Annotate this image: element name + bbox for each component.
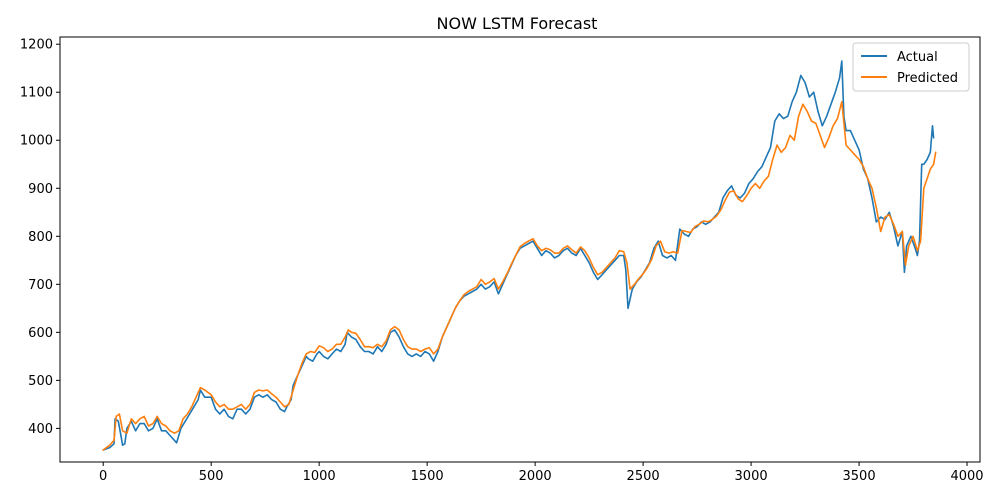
y-tick-label: 500	[28, 374, 53, 389]
y-tick-label: 1200	[20, 38, 53, 53]
legend-label-predicted: Predicted	[897, 71, 958, 86]
x-tick-label: 3000	[735, 469, 768, 484]
y-tick-label: 700	[28, 278, 53, 293]
y-tick-label: 800	[28, 230, 53, 245]
chart-title: NOW LSTM Forecast	[437, 14, 598, 33]
x-tick-label: 2500	[627, 469, 660, 484]
y-tick-label: 600	[28, 326, 53, 341]
x-tick-label: 3500	[843, 469, 876, 484]
x-tick-label: 1000	[303, 469, 336, 484]
y-tick-label: 1100	[20, 86, 53, 101]
legend-label-actual: Actual	[897, 50, 938, 65]
legend: Actual Predicted	[852, 42, 970, 92]
x-tick-label: 0	[99, 469, 107, 484]
x-tick-label: 4000	[950, 469, 983, 484]
x-tick-label: 1500	[411, 469, 444, 484]
plot-area: 0 500 1000 1500 2000 2500 3000 3500 4000 400 500 60…	[20, 36, 984, 484]
series-line-actual	[102, 60, 935, 451]
x-tick-label: 2000	[519, 469, 552, 484]
y-tick-label: 900	[28, 182, 53, 197]
y-tick-label: 1000	[20, 134, 53, 149]
series-line-predicted	[102, 101, 937, 451]
y-tick-label: 400	[28, 422, 53, 437]
x-tick-label: 500	[199, 469, 224, 484]
axes-frame	[59, 36, 981, 463]
